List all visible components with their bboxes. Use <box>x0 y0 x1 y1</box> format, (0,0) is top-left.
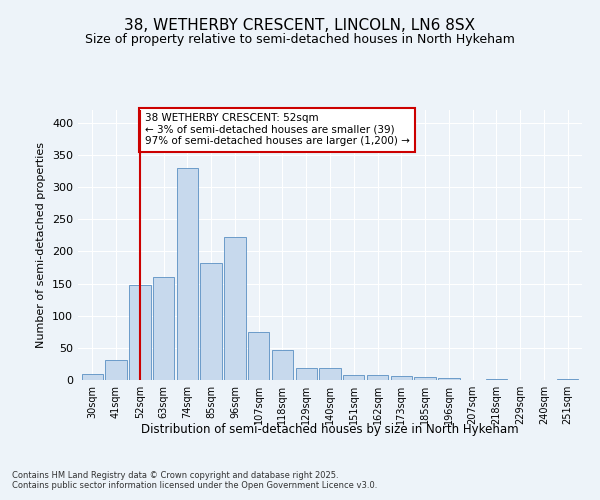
Bar <box>200 263 222 380</box>
Bar <box>129 285 151 380</box>
Bar <box>391 376 412 380</box>
Bar <box>367 375 388 380</box>
Bar <box>106 360 127 380</box>
Text: Distribution of semi-detached houses by size in North Hykeham: Distribution of semi-detached houses by … <box>141 422 519 436</box>
Bar <box>82 374 103 380</box>
Y-axis label: Number of semi-detached properties: Number of semi-detached properties <box>37 142 46 348</box>
Bar <box>272 350 293 380</box>
Bar <box>296 368 317 380</box>
Bar <box>224 238 245 380</box>
Bar <box>415 378 436 380</box>
Text: Contains HM Land Registry data © Crown copyright and database right 2025.
Contai: Contains HM Land Registry data © Crown c… <box>12 470 377 490</box>
Bar <box>153 277 174 380</box>
Bar <box>319 368 341 380</box>
Text: 38, WETHERBY CRESCENT, LINCOLN, LN6 8SX: 38, WETHERBY CRESCENT, LINCOLN, LN6 8SX <box>124 18 476 32</box>
Bar <box>438 378 460 380</box>
Bar <box>557 378 578 380</box>
Text: 38 WETHERBY CRESCENT: 52sqm
← 3% of semi-detached houses are smaller (39)
97% of: 38 WETHERBY CRESCENT: 52sqm ← 3% of semi… <box>145 113 409 146</box>
Bar <box>343 375 364 380</box>
Bar <box>176 168 198 380</box>
Text: Size of property relative to semi-detached houses in North Hykeham: Size of property relative to semi-detach… <box>85 32 515 46</box>
Bar <box>248 332 269 380</box>
